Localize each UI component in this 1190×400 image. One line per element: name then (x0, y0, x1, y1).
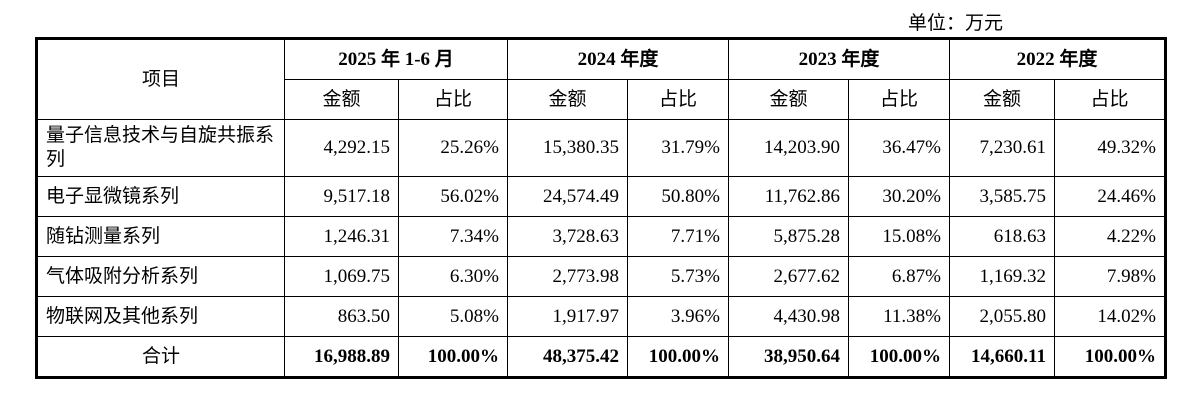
amount-header: 金额 (728, 79, 849, 120)
amount-cell: 1,069.75 (284, 256, 399, 297)
ratio-cell: 5.73% (627, 256, 729, 297)
table-row: 气体吸附分析系列 1,069.75 6.30% 2,773.98 5.73% 2,677.… (36, 256, 1166, 297)
ratio-cell: 5.08% (398, 296, 508, 337)
amount-cell: 9,517.18 (284, 176, 399, 217)
ratio-cell: 6.87% (848, 256, 950, 297)
ratio-cell: 36.47% (848, 119, 950, 177)
period-header: 2023 年度 (728, 38, 950, 80)
unit-label: 单位：万元 (908, 13, 1004, 34)
amount-cell: 1,169.32 (949, 256, 1055, 297)
total-row: 合计 16,988.89 100.00% 48,375.42 100.00% 38,950… (36, 336, 1166, 378)
ratio-cell: 7.98% (1054, 256, 1166, 297)
period-header: 2022 年度 (949, 38, 1166, 80)
ratio-header: 占比 (398, 79, 508, 120)
ratio-cell: 56.02% (398, 176, 508, 217)
total-ratio-cell: 100.00% (398, 336, 508, 378)
total-ratio-cell: 100.00% (848, 336, 950, 378)
header-row-metrics: 金额 占比 金额 占比 金额 占比 金额 占比 (37, 79, 1166, 120)
amount-cell: 2,773.98 (507, 256, 628, 297)
row-label: 物联网及其他系列 (36, 296, 285, 337)
total-amount-cell: 14,660.11 (949, 336, 1055, 378)
row-label: 电子显微镜系列 (36, 176, 285, 217)
ratio-header: 占比 (1054, 79, 1166, 120)
ratio-cell: 3.96% (627, 296, 729, 337)
ratio-cell: 14.02% (1054, 296, 1166, 337)
item-header: 项目 (36, 38, 285, 120)
ratio-cell: 50.80% (627, 176, 729, 217)
period-header: 2024 年度 (507, 38, 729, 80)
amount-cell: 7,230.61 (949, 119, 1055, 177)
amount-cell: 11,762.86 (728, 176, 849, 217)
ratio-cell: 31.79% (627, 119, 729, 177)
amount-cell: 2,677.62 (728, 256, 849, 297)
ratio-cell: 7.34% (398, 216, 508, 257)
table-row: 量子信息技术与自旋共振系列 4,292.15 25.26% 15,380.35 31.7… (36, 119, 1166, 177)
ratio-cell: 15.08% (848, 216, 950, 257)
amount-cell: 24,574.49 (507, 176, 628, 217)
amount-header: 金额 (949, 79, 1055, 120)
ratio-cell: 11.38% (848, 296, 950, 337)
ratio-header: 占比 (627, 79, 729, 120)
amount-cell: 2,055.80 (949, 296, 1055, 337)
amount-cell: 4,292.15 (284, 119, 399, 177)
ratio-cell: 25.26% (398, 119, 508, 177)
amount-header: 金额 (507, 79, 628, 120)
amount-cell: 14,203.90 (728, 119, 849, 177)
amount-cell: 3,585.75 (949, 176, 1055, 217)
ratio-cell: 49.32% (1054, 119, 1166, 177)
table-row: 随钻测量系列 1,246.31 7.34% 3,728.63 7.71% 5,875.28… (36, 216, 1166, 257)
amount-cell: 618.63 (949, 216, 1055, 257)
ratio-cell: 24.46% (1054, 176, 1166, 217)
table-row: 电子显微镜系列 9,517.18 56.02% 24,574.49 50.80% 11,7… (36, 176, 1166, 217)
revenue-by-product-table: 项目 2025 年 1-6 月 2024 年度 2023 年度 2022 年度 … (35, 37, 1167, 379)
total-label: 合计 (36, 336, 285, 378)
row-label: 量子信息技术与自旋共振系列 (36, 119, 285, 177)
amount-cell: 15,380.35 (507, 119, 628, 177)
total-amount-cell: 16,988.89 (284, 336, 399, 378)
ratio-cell: 4.22% (1054, 216, 1166, 257)
row-label: 随钻测量系列 (36, 216, 285, 257)
total-amount-cell: 38,950.64 (728, 336, 849, 378)
amount-cell: 5,875.28 (728, 216, 849, 257)
amount-cell: 1,917.97 (507, 296, 628, 337)
header-row-periods: 项目 2025 年 1-6 月 2024 年度 2023 年度 2022 年度 (36, 38, 1166, 120)
ratio-cell: 7.71% (627, 216, 729, 257)
amount-header: 金额 (284, 79, 399, 120)
ratio-cell: 30.20% (848, 176, 950, 217)
amount-cell: 3,728.63 (507, 216, 628, 257)
total-ratio-cell: 100.00% (627, 336, 729, 378)
total-ratio-cell: 100.00% (1054, 336, 1166, 378)
amount-cell: 1,246.31 (284, 216, 399, 257)
table-row: 物联网及其他系列 863.50 5.08% 1,917.97 3.96% 4,430.98… (36, 296, 1166, 337)
row-label: 气体吸附分析系列 (36, 256, 285, 297)
ratio-header: 占比 (848, 79, 950, 120)
period-header: 2025 年 1-6 月 (284, 38, 508, 80)
amount-cell: 4,430.98 (728, 296, 849, 337)
total-amount-cell: 48,375.42 (507, 336, 628, 378)
ratio-cell: 6.30% (398, 256, 508, 297)
amount-cell: 863.50 (284, 296, 399, 337)
